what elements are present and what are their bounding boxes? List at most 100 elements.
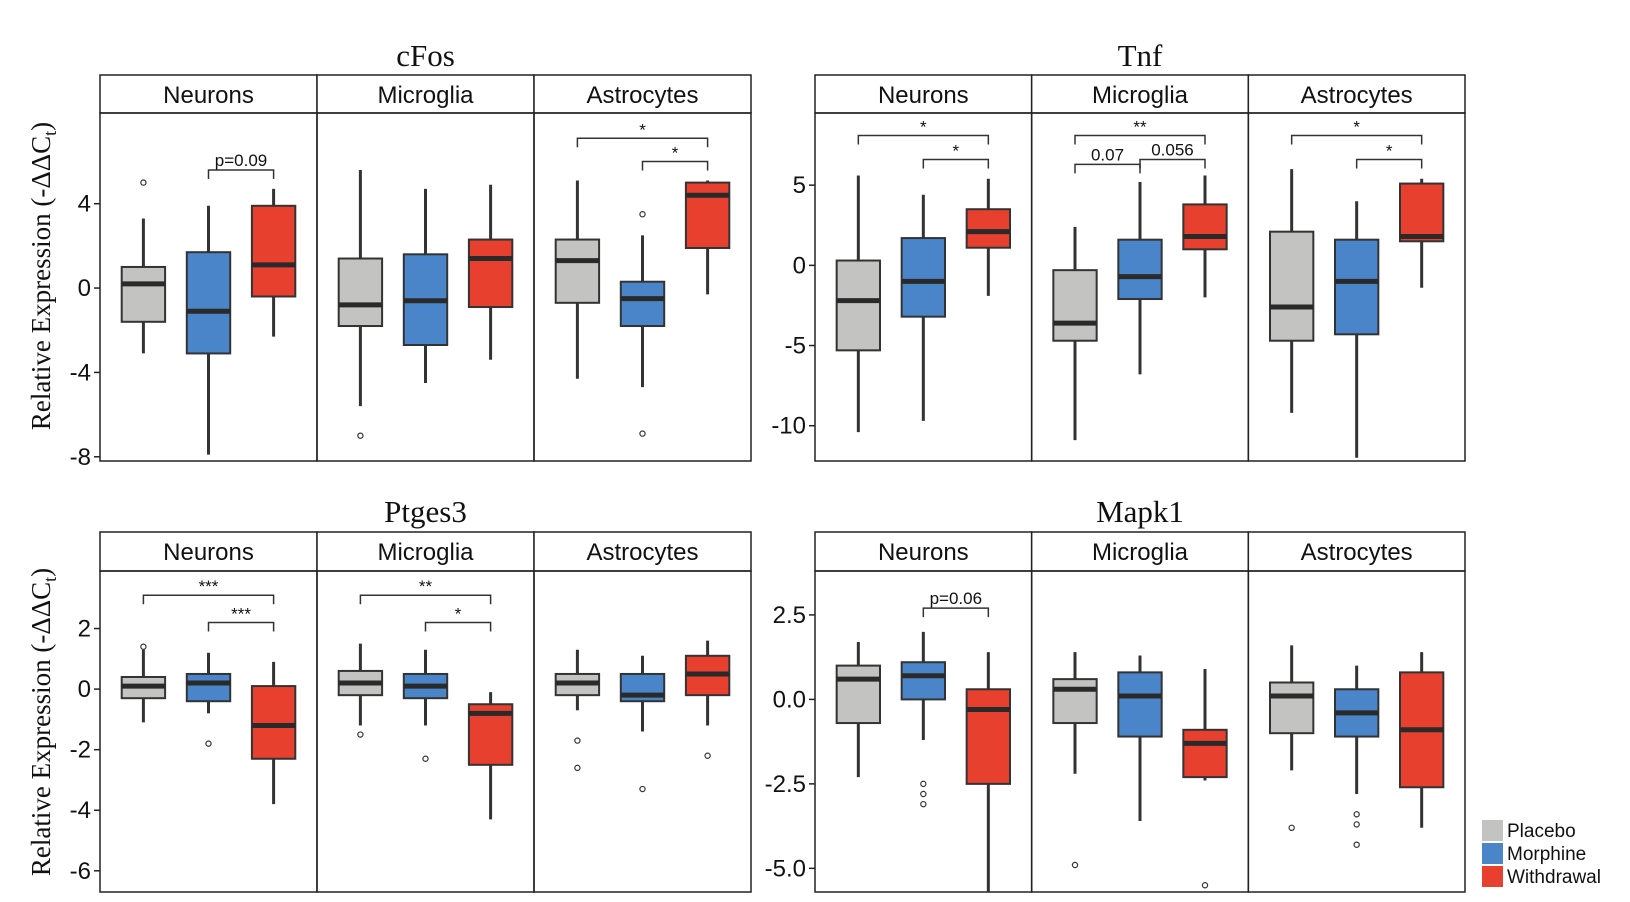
significance-bracket: 0.056 xyxy=(1139,141,1206,169)
bracket-line xyxy=(576,137,709,148)
box-withdrawal xyxy=(1182,175,1228,298)
legend-swatch-morphine xyxy=(1482,843,1503,864)
outlier-point xyxy=(639,785,646,793)
panel-title: Tnf xyxy=(1118,38,1163,73)
facet-strip-label: Neurons xyxy=(878,539,969,566)
bracket-label: 0.056 xyxy=(1151,141,1194,160)
box-morphine xyxy=(1117,181,1163,375)
facet-strip-label: Microglia xyxy=(1092,82,1189,109)
bracket-label: p=0.06 xyxy=(930,589,982,608)
box-iqr xyxy=(337,257,384,328)
box-withdrawal xyxy=(684,180,731,295)
outlier-point xyxy=(140,179,147,186)
box-withdrawal xyxy=(1182,668,1228,889)
outlier-point xyxy=(357,432,364,439)
box-iqr xyxy=(835,664,882,725)
y-tick-label: 0.0 xyxy=(773,686,806,713)
bracket-line xyxy=(359,594,492,605)
outlier-point xyxy=(920,780,927,788)
bracket-label: * xyxy=(953,142,960,161)
facet-neurons: Neurons p=0.09 xyxy=(99,74,318,462)
bracket-line xyxy=(1074,134,1206,145)
box-morphine xyxy=(619,655,666,793)
box-iqr xyxy=(900,237,947,318)
y-tick-label: 5 xyxy=(793,172,806,199)
legend-label-withdrawal: Withdrawal xyxy=(1507,867,1601,888)
facet-astrocytes: Astrocytes xyxy=(1247,531,1466,893)
significance-bracket: ** xyxy=(359,577,492,605)
box-morphine xyxy=(900,194,947,421)
significance-bracket: * xyxy=(1355,142,1423,169)
legend-label-placebo: Placebo xyxy=(1507,821,1576,842)
facet-strip-label: Astrocytes xyxy=(586,539,698,566)
panel-ptges3: Ptges320-2-4-6Neurons******Microglia***A… xyxy=(70,494,752,893)
box-withdrawal xyxy=(467,692,514,820)
legend-label-morphine: Morphine xyxy=(1507,844,1586,865)
box-iqr xyxy=(554,238,601,304)
outlier-point xyxy=(920,800,927,808)
facet-strip xyxy=(533,531,752,572)
bracket-line xyxy=(641,160,709,171)
panel-mapk1: Mapk1 2.5 0.0 -2.5 -5.0 Neurons p=0.06 Microgli… xyxy=(765,494,1466,893)
box-placebo xyxy=(835,641,882,778)
significance-bracket: 0.07 xyxy=(1074,145,1141,174)
bracket-label: ** xyxy=(419,577,433,596)
facet-microglia: Microglia ** 0.07 0.056 xyxy=(1030,74,1250,462)
facet-neurons: Neurons *** *** xyxy=(99,531,318,893)
chart-panels: cFos 4 0 -4 -8 Neurons p=0.09 Microglia Astrocyt… xyxy=(70,38,1466,893)
box-withdrawal xyxy=(250,661,297,805)
y-axis-label-top: Relative Expression (-ΔΔCt) xyxy=(26,122,60,430)
box-iqr xyxy=(1182,728,1228,779)
box-iqr xyxy=(1052,678,1098,725)
y-axis-label-bottom: Relative Expression (-ΔΔCt) xyxy=(26,568,60,876)
bracket-line xyxy=(922,158,990,169)
facet-strip xyxy=(1030,74,1250,114)
significance-bracket: ** xyxy=(1074,117,1206,145)
y-tick-label: 0 xyxy=(78,275,91,302)
box-withdrawal xyxy=(1399,652,1445,828)
significance-bracket: p=0.06 xyxy=(922,589,990,618)
facet-strip xyxy=(99,74,318,114)
significance-bracket: * xyxy=(641,144,709,171)
outlier-point xyxy=(639,430,646,437)
y-tick-label: -10 xyxy=(771,413,806,440)
panel-cfos: cFos 4 0 -4 -8 Neurons p=0.09 Microglia Astrocyt… xyxy=(70,38,752,471)
facet-neurons: Neurons p=0.06 xyxy=(814,531,1033,893)
y-tick-label: 0 xyxy=(78,676,91,703)
bracket-line xyxy=(1290,134,1423,145)
facet-astrocytes: Astrocytes xyxy=(533,531,752,893)
facet-strip xyxy=(814,74,1033,114)
box-iqr xyxy=(1052,269,1098,342)
outlier-point xyxy=(205,740,212,747)
significance-bracket: *** xyxy=(142,577,275,605)
bracket-label: *** xyxy=(231,604,251,623)
facet-strip-label: Astrocytes xyxy=(1301,82,1413,109)
bracket-label: * xyxy=(1353,117,1360,136)
box-placebo xyxy=(337,643,384,738)
box-iqr xyxy=(1334,238,1380,336)
box-withdrawal xyxy=(467,184,514,360)
y-tick-label: 2 xyxy=(78,616,91,643)
facet-strip-label: Astrocytes xyxy=(586,82,698,109)
box-morphine xyxy=(1117,655,1163,822)
y-tick-label: 4 xyxy=(78,191,91,218)
panel-title: Mapk1 xyxy=(1096,494,1184,529)
outlier-point xyxy=(1071,861,1079,869)
significance-bracket: *** xyxy=(207,604,275,632)
box-iqr xyxy=(250,685,297,760)
panel-title: cFos xyxy=(396,38,455,73)
outlier-point xyxy=(574,764,581,772)
box-iqr xyxy=(1117,671,1163,738)
box-iqr xyxy=(120,265,167,323)
significance-bracket: p=0.09 xyxy=(207,151,275,179)
bracket-line xyxy=(1074,163,1141,174)
facet-strip-label: Microglia xyxy=(1092,539,1189,566)
facet-strip xyxy=(316,74,535,114)
bracket-line xyxy=(1355,158,1423,169)
facet-strip xyxy=(1030,531,1250,572)
box-withdrawal xyxy=(1399,178,1445,288)
box-iqr xyxy=(1182,203,1228,251)
